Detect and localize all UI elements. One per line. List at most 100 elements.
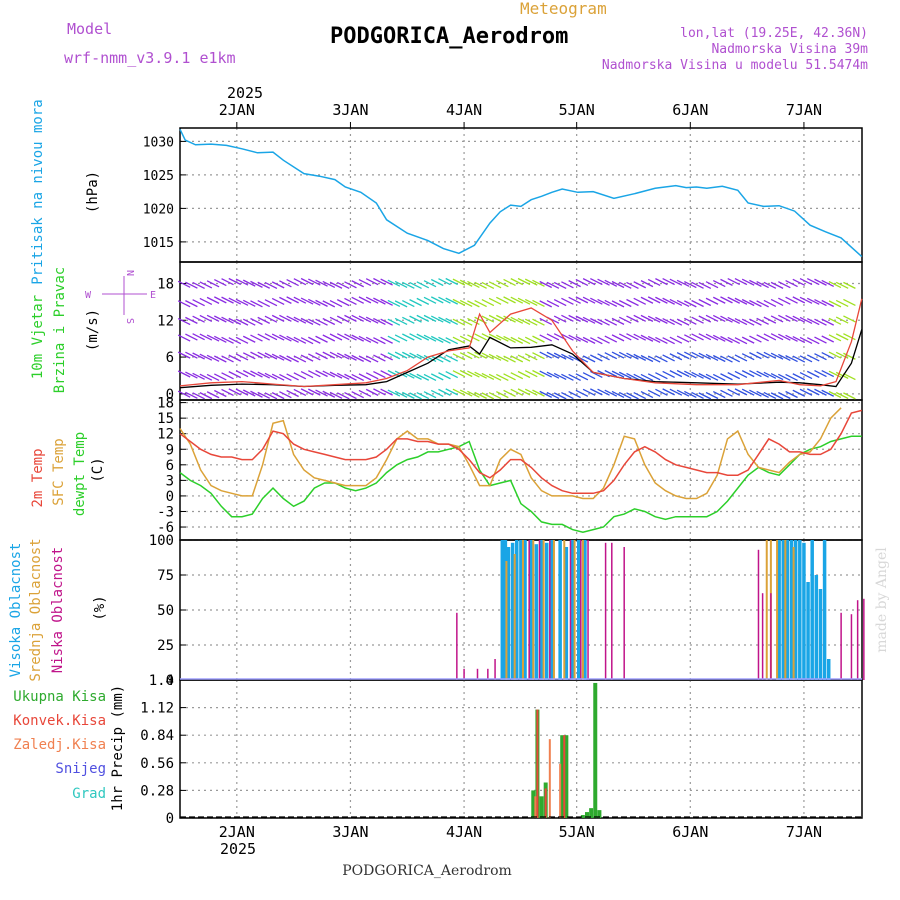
wind-barb <box>235 388 249 396</box>
wind-barb <box>676 335 690 343</box>
wind-barb <box>373 337 386 345</box>
wind-barb <box>329 299 343 308</box>
wind-barb <box>380 336 393 344</box>
wind-barb <box>640 354 654 363</box>
wind-barb <box>365 278 379 286</box>
wind-barb <box>691 391 704 400</box>
wind-barb <box>445 297 459 305</box>
wind-barb <box>416 392 430 400</box>
wind-barb <box>712 373 726 381</box>
wind-barb <box>199 353 213 361</box>
wind-barb <box>741 370 755 378</box>
wind-barb <box>358 335 372 343</box>
wind-barb <box>510 336 524 344</box>
wind-barb <box>698 352 712 360</box>
wind-barb <box>329 316 343 324</box>
wind-barb <box>785 334 798 342</box>
wind-barb <box>373 370 386 379</box>
wind-barb <box>561 333 574 341</box>
wind-barb <box>546 281 560 289</box>
wind-barb <box>177 351 191 359</box>
wind-barb <box>669 336 683 344</box>
wind-barb <box>662 277 675 286</box>
wind-barb <box>546 391 560 399</box>
wind-barb <box>727 278 741 286</box>
wind-barb <box>402 299 415 308</box>
wind-barb <box>575 335 589 344</box>
wind-barb <box>510 296 524 304</box>
wind-barb <box>387 335 401 343</box>
wind-axis-label-a: 10m Vjetar <box>30 295 46 379</box>
wind-barb <box>496 354 509 363</box>
y-tick-label: 9 <box>166 442 174 458</box>
wind-barb <box>763 299 777 308</box>
wind-barb <box>835 333 849 341</box>
cloud-bar-high <box>814 575 819 680</box>
wind-barb <box>734 317 748 326</box>
wind-barb <box>308 388 321 396</box>
cloud-bar-high <box>515 540 519 680</box>
wind-barb <box>445 354 459 362</box>
wind-barb <box>720 355 733 363</box>
wind-barb <box>300 388 314 396</box>
cloud-bar-low <box>587 540 589 680</box>
wind-barb <box>459 352 473 360</box>
wind-barb <box>344 314 357 322</box>
cloud-bar-mid <box>784 540 787 680</box>
wind-barb <box>655 296 668 304</box>
wind-barb <box>835 391 849 400</box>
wind-barb <box>720 335 733 344</box>
y-tick-label: 6 <box>166 350 174 366</box>
wind-barb <box>329 371 343 379</box>
cloud-bar-high <box>510 542 515 680</box>
wind-barb <box>799 372 813 380</box>
wind-barb <box>467 351 480 359</box>
cloud-bar-high <box>544 542 549 680</box>
wind-barb <box>315 318 328 326</box>
wind-barb <box>279 314 292 322</box>
wind-barb <box>206 354 220 362</box>
wind-barb <box>532 318 545 326</box>
dewpt-temp-line <box>179 435 862 533</box>
wind-barb <box>517 317 531 326</box>
cloud-bar-low <box>528 540 530 680</box>
wind-barb <box>452 318 466 326</box>
wind-barb <box>438 296 451 304</box>
cloud-bar-mid <box>513 554 516 680</box>
cloud-bar-high <box>806 582 810 680</box>
wind-barb <box>438 372 451 380</box>
wind-barb <box>430 373 444 381</box>
wind-barb <box>250 280 263 288</box>
wind-barb <box>828 317 842 325</box>
cloud-bar-high <box>529 540 533 680</box>
wind-barb <box>539 280 553 289</box>
wind-barb <box>336 299 350 307</box>
wind-barb <box>271 314 285 322</box>
cloud-bar-high <box>826 659 831 680</box>
wind-barb <box>474 371 487 379</box>
wind-barb <box>647 373 661 381</box>
day-label-top: 4JAN <box>446 101 482 119</box>
wind-barb <box>835 281 849 289</box>
wind-barb <box>821 369 835 378</box>
wind-barb <box>517 297 531 305</box>
wind-barb <box>250 317 263 326</box>
wind-barb <box>770 298 784 307</box>
wind-barb <box>185 316 198 324</box>
wind-barb <box>199 297 213 306</box>
precip-bar-total <box>539 796 544 818</box>
sfc-temp-line <box>179 407 842 500</box>
wind-barb <box>705 281 719 289</box>
wind-barb <box>524 278 538 286</box>
wind-barb <box>380 388 393 396</box>
wind-barb <box>712 334 726 342</box>
wind-barb <box>402 316 415 324</box>
wind-barb <box>221 336 234 344</box>
wind-barb <box>561 391 574 400</box>
wind-barb <box>423 314 437 322</box>
wind-barb <box>553 352 567 360</box>
wind-barb <box>221 388 234 397</box>
wind-barb <box>474 281 487 289</box>
wind-barb <box>416 281 430 289</box>
cloud-bar-low <box>463 668 465 680</box>
